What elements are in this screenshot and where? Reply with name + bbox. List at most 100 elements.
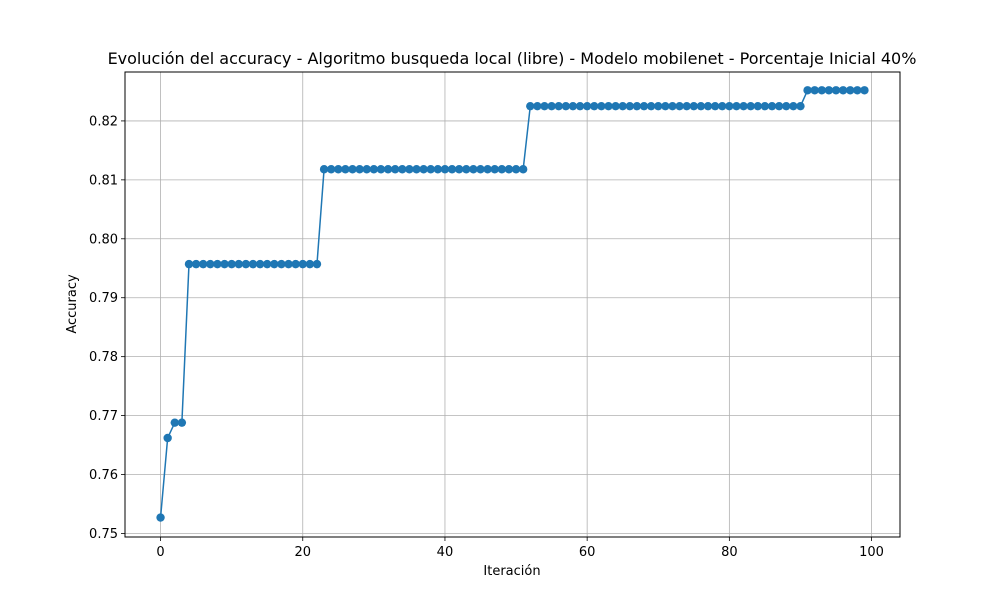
data-point: [710, 101, 720, 111]
data-point: [220, 259, 229, 269]
data-point: [440, 165, 450, 174]
data-point: [547, 101, 556, 111]
x-tick-label: 0: [156, 545, 164, 560]
plot-area-frame: [124, 71, 901, 538]
data-point: [497, 165, 507, 174]
y-axis-label: Accuracy: [65, 274, 80, 334]
data-point: [668, 101, 677, 111]
data-point: [810, 86, 819, 95]
data-point: [846, 86, 855, 95]
series-line: [159, 89, 865, 518]
data-point: [774, 101, 784, 111]
data-point: [504, 165, 514, 174]
data-point: [604, 101, 613, 111]
data-point: [390, 165, 400, 174]
data-point: [376, 165, 386, 174]
data-point: [462, 165, 471, 174]
data-point: [646, 101, 656, 111]
y-tick-label: 0.76: [89, 468, 118, 483]
y-tick-label: 0.82: [89, 114, 118, 129]
data-point: [860, 86, 869, 95]
data-point: [732, 101, 741, 111]
data-point: [746, 101, 755, 111]
data-point: [803, 86, 812, 95]
data-point: [824, 86, 834, 95]
data-point: [263, 259, 272, 269]
data-point: [326, 165, 336, 174]
y-tick-label: 0.77: [89, 409, 118, 424]
data-point: [156, 513, 165, 522]
data-point: [270, 259, 279, 269]
y-tick-label: 0.81: [89, 173, 118, 188]
data-point: [789, 101, 798, 111]
y-axis: 0.75 0.76 0.77 0.78 0.79 0.80 0.81 0.82: [89, 114, 125, 542]
data-point: [682, 101, 691, 111]
data-point: [447, 165, 457, 174]
data-point: [184, 259, 194, 269]
data-point: [540, 101, 549, 111]
data-point: [611, 101, 620, 111]
data-point: [284, 259, 293, 269]
data-point: [625, 101, 635, 111]
data-point: [305, 259, 315, 269]
data-point: [582, 101, 592, 111]
data-point: [291, 259, 300, 269]
data-point: [191, 259, 201, 269]
data-point: [618, 101, 627, 111]
data-point: [277, 259, 286, 269]
x-tick-label: 80: [721, 545, 738, 560]
data-point: [703, 101, 713, 111]
data-point: [490, 165, 499, 174]
data-point: [632, 101, 642, 111]
data-point: [199, 259, 208, 269]
data-point: [255, 259, 265, 269]
data-point: [831, 86, 841, 95]
y-tick-label: 0.80: [89, 232, 118, 247]
data-point: [362, 165, 371, 174]
x-tick-label: 100: [859, 545, 884, 560]
data-point: [234, 259, 243, 269]
data-point: [412, 165, 421, 174]
data-point: [383, 165, 393, 174]
data-point: [227, 259, 236, 269]
data-point: [796, 101, 805, 111]
data-point: [248, 259, 258, 269]
x-tick-label: 20: [294, 545, 311, 560]
data-point: [639, 101, 649, 111]
data-point: [654, 101, 663, 111]
data-point: [675, 101, 684, 111]
data-point: [554, 101, 563, 111]
data-point: [597, 101, 606, 111]
x-tick-label: 60: [579, 545, 596, 560]
data-point: [334, 165, 343, 174]
data-point: [739, 101, 748, 111]
data-point: [469, 165, 478, 174]
data-point: [369, 165, 379, 174]
y-tick-label: 0.79: [89, 291, 118, 306]
series: [156, 86, 869, 522]
data-point: [568, 101, 578, 111]
grid: [125, 72, 900, 537]
data-point: [689, 101, 699, 111]
data-point: [419, 165, 428, 174]
data-point: [838, 86, 848, 95]
data-point: [782, 101, 791, 111]
data-point: [433, 165, 443, 174]
data-point: [177, 418, 187, 427]
data-point: [526, 101, 535, 111]
data-point: [753, 101, 762, 111]
x-tick-label: 40: [437, 545, 454, 560]
data-point: [213, 259, 222, 269]
data-point: [405, 165, 414, 174]
data-point: [241, 259, 251, 269]
data-point: [575, 101, 585, 111]
data-point: [483, 165, 492, 174]
y-tick-label: 0.75: [89, 527, 118, 542]
y-tick-label: 0.78: [89, 350, 118, 365]
data-point: [817, 86, 826, 95]
data-point: [718, 101, 727, 111]
data-point: [767, 101, 777, 111]
data-point: [355, 165, 364, 174]
data-point: [454, 165, 464, 174]
